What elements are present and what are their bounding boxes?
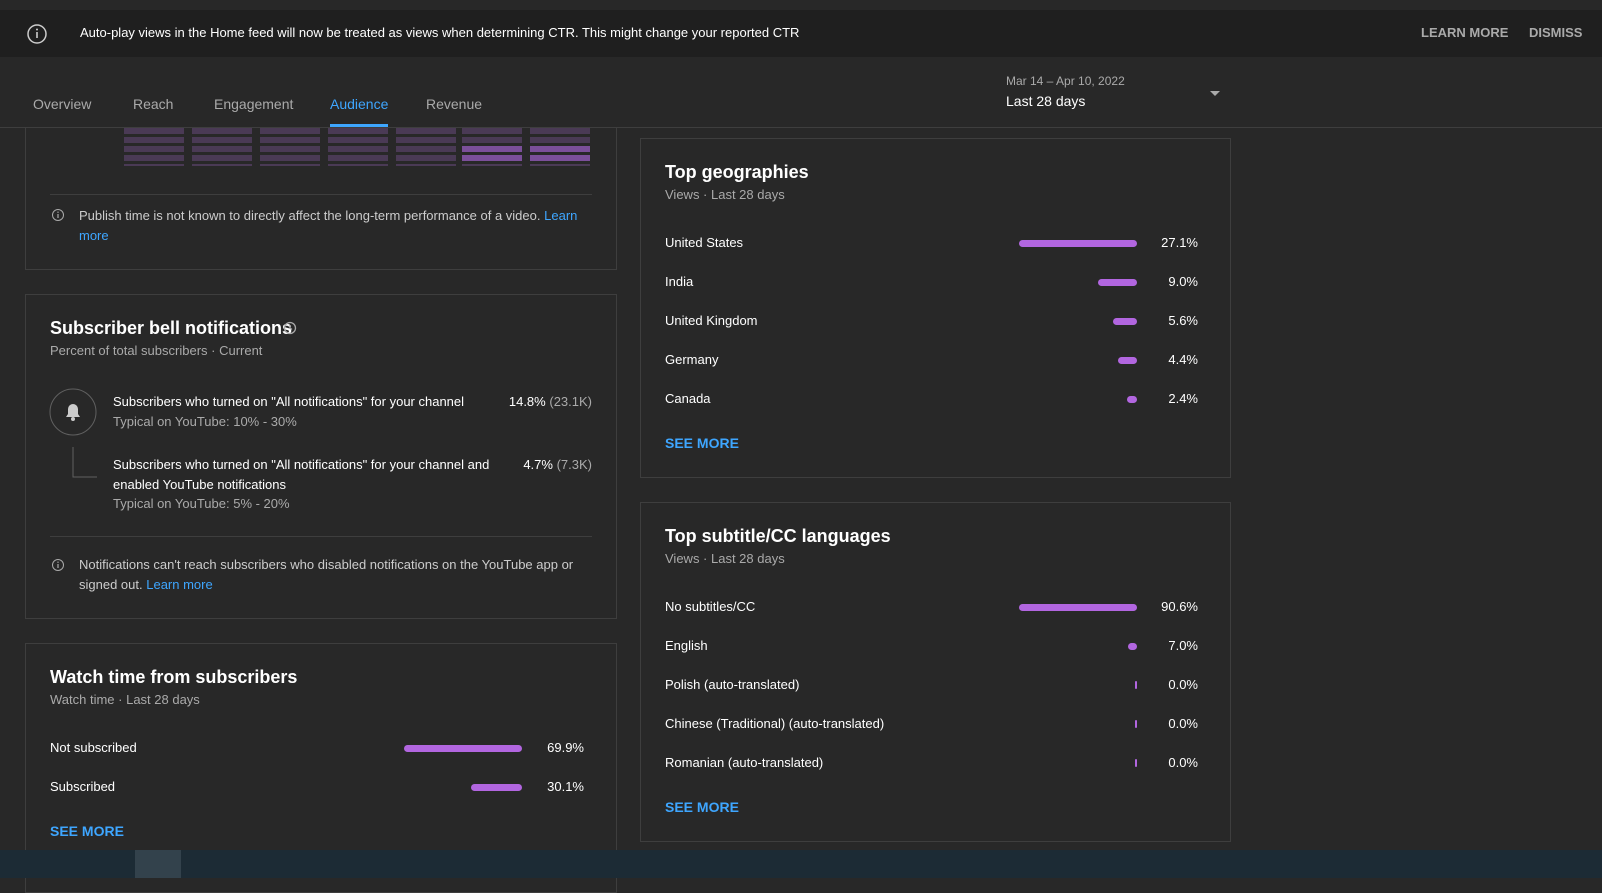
bar bbox=[1019, 603, 1137, 611]
dropdown-arrow[interactable] bbox=[1209, 90, 1221, 98]
tab[interactable]: Reach bbox=[133, 96, 174, 112]
row-label: Germany bbox=[665, 352, 719, 367]
bar bbox=[1097, 278, 1137, 286]
bar bbox=[1019, 239, 1137, 247]
nav-bar: Overview Reach Engagement Audience Revenue M… bbox=[0, 57, 1602, 128]
row-label: Romanian (auto-translated) bbox=[665, 755, 824, 770]
geographies-card: Top geographies Views · Last 28 days Unite… bbox=[640, 138, 1231, 478]
bell-row-text: Subscribers who turned on "All notificat… bbox=[113, 394, 465, 409]
bell-row-typical: Typical on YouTube: 10% - 30% bbox=[113, 414, 297, 429]
publish-time-card: Publish time is not known to directly af… bbox=[25, 100, 617, 270]
card-title: Top subtitle/CC languages bbox=[665, 526, 891, 546]
info-icon bbox=[52, 209, 64, 221]
card-title: Subscriber bell notifications bbox=[50, 318, 293, 338]
see-more-link[interactable]: SEE MORE bbox=[665, 435, 739, 451]
row-label: No subtitles/CC bbox=[665, 599, 756, 614]
dismiss-button[interactable]: DISMISS bbox=[1529, 25, 1583, 40]
value-label: 30.1% bbox=[547, 779, 584, 794]
row-label: United Kingdom bbox=[665, 313, 758, 328]
taskbar-item[interactable] bbox=[135, 850, 181, 878]
bell-row-typical: Typical on YouTube: 5% - 20% bbox=[113, 496, 290, 511]
heatmap bbox=[124, 128, 590, 166]
info-icon bbox=[27, 24, 47, 44]
see-more-link[interactable]: SEE MORE bbox=[665, 799, 739, 815]
date-label[interactable]: Last 28 days bbox=[1006, 93, 1086, 109]
row-label: India bbox=[665, 274, 694, 289]
card-title: Watch time from subscribers bbox=[50, 667, 298, 687]
value-label: 27.1% bbox=[1161, 235, 1198, 250]
tab[interactable]: Overview bbox=[33, 96, 92, 112]
bell-row-count: (23.1K) bbox=[549, 394, 592, 409]
info-icon bbox=[52, 559, 64, 571]
bar bbox=[1127, 642, 1137, 650]
bar bbox=[1117, 356, 1137, 364]
value-label: 0.0% bbox=[1168, 716, 1198, 731]
value-label: 7.0% bbox=[1168, 638, 1198, 653]
bar bbox=[1135, 720, 1137, 728]
row-label: Chinese (Traditional) (auto-translated) bbox=[665, 716, 885, 731]
date-range: Mar 14 – Apr 10, 2022 bbox=[1006, 74, 1125, 88]
value-label: 5.6% bbox=[1168, 313, 1198, 328]
value-label: 4.4% bbox=[1168, 352, 1198, 367]
bar bbox=[1135, 759, 1137, 767]
bar bbox=[1126, 395, 1137, 403]
row-label: Polish (auto-translated) bbox=[665, 677, 800, 692]
note-text: Notifications can't reach subscribers wh… bbox=[79, 557, 574, 592]
tab[interactable]: Revenue bbox=[426, 96, 483, 112]
bell-icon bbox=[49, 388, 97, 478]
value-label: 0.0% bbox=[1168, 755, 1198, 770]
tab-indicator bbox=[330, 124, 388, 127]
value-label: 0.0% bbox=[1168, 677, 1198, 692]
card-subtitle: Views · Last 28 days bbox=[665, 187, 785, 202]
bar bbox=[404, 744, 522, 752]
subscriber-bell-card: Subscriber bell notifications Percent of… bbox=[25, 294, 617, 619]
bar bbox=[1135, 681, 1137, 689]
row-label: Subscribed bbox=[50, 779, 116, 794]
row-label: Canada bbox=[665, 391, 711, 406]
banner: Auto-play views in the Home feed will no… bbox=[0, 10, 1602, 57]
bell-row-count: (7.3K) bbox=[556, 457, 592, 472]
banner-text: Auto-play views in the Home feed will no… bbox=[80, 25, 800, 40]
card-subtitle: Watch time · Last 28 days bbox=[50, 692, 200, 707]
learn-more-link[interactable]: Learn more bbox=[146, 577, 213, 592]
bell-row-percent: 14.8% bbox=[508, 394, 546, 409]
card-subtitle: Percent of total subscribers · Current bbox=[50, 343, 263, 358]
row-label: English bbox=[665, 638, 708, 653]
row-label: Not subscribed bbox=[50, 740, 137, 755]
row-label: United States bbox=[665, 235, 744, 250]
see-more-link[interactable]: SEE MORE bbox=[50, 823, 124, 839]
tab[interactable]: Audience bbox=[330, 96, 389, 112]
learn-more-button[interactable]: LEARN MORE bbox=[1421, 25, 1509, 40]
tab[interactable]: Engagement bbox=[214, 96, 294, 112]
value-label: 9.0% bbox=[1168, 274, 1198, 289]
value-label: 69.9% bbox=[547, 740, 584, 755]
divider bbox=[50, 194, 592, 195]
divider bbox=[50, 536, 592, 537]
bar bbox=[1112, 317, 1137, 325]
taskbar bbox=[0, 850, 1602, 878]
card-subtitle: Views · Last 28 days bbox=[665, 551, 785, 566]
bell-row-percent: 4.7% bbox=[523, 457, 553, 472]
value-label: 2.4% bbox=[1168, 391, 1198, 406]
bar bbox=[471, 783, 522, 791]
note: Notifications can't reach subscribers wh… bbox=[79, 555, 579, 595]
note: Publish time is not known to directly af… bbox=[79, 206, 579, 246]
learn-more-link[interactable]: Learn more bbox=[79, 208, 578, 243]
clock-icon[interactable] bbox=[283, 321, 297, 335]
languages-card: Top subtitle/CC languages Views · Last 28… bbox=[640, 502, 1231, 842]
value-label: 90.6% bbox=[1161, 599, 1198, 614]
bell-row-text: Subscribers who turned on "All notificat… bbox=[113, 457, 490, 492]
note-text: Publish time is not known to directly af… bbox=[79, 208, 541, 223]
card-title: Top geographies bbox=[665, 162, 809, 182]
